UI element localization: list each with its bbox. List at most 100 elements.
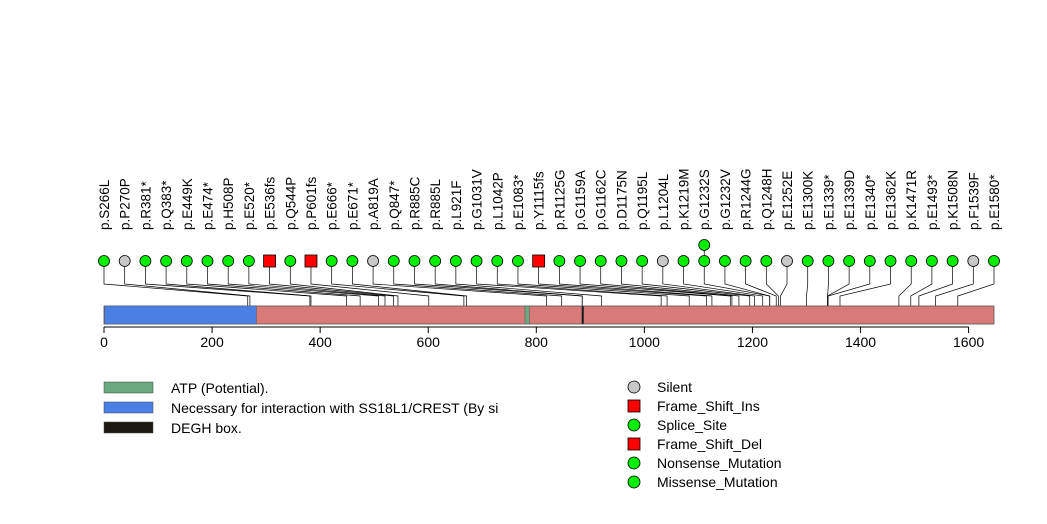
mutation-label: p.E1300K <box>801 171 816 230</box>
mutation-label: p.H508P <box>221 177 236 230</box>
mutation-marker-circle <box>884 255 897 267</box>
mutation-marker-circle <box>594 255 607 267</box>
mutation-label: p.K1471R <box>904 170 919 230</box>
mutation-label: p.K1219M <box>677 168 692 230</box>
domain-legend-label: Necessary for interaction with SS18L1/CR… <box>171 400 498 416</box>
mutation-connector <box>827 261 850 306</box>
mutation-marker-circle <box>781 255 793 267</box>
mutation-label: p.E1339D <box>842 170 857 230</box>
mutation-label: p.E671* <box>345 181 360 230</box>
mutation-marker-square <box>532 254 546 268</box>
mutation-marker-circle <box>988 255 1000 267</box>
mutation-marker-circle <box>512 255 524 267</box>
mutation-marker-square <box>304 254 318 268</box>
protein-bar <box>103 305 995 325</box>
mutation-connector <box>207 261 361 306</box>
mutation-label: p.R885L <box>428 178 443 230</box>
mutation-label: p.G1232S <box>697 169 712 230</box>
mutation-marker-circle <box>698 239 711 251</box>
mutation-marker-circle <box>760 255 773 267</box>
mutation-connector <box>538 261 707 306</box>
mutation-marker-circle <box>139 255 152 267</box>
mutation-connector <box>269 261 394 306</box>
mutation-label: p.P270P <box>118 178 133 230</box>
connector-lines <box>103 261 995 306</box>
mutation-label: p.G1031V <box>470 169 485 230</box>
axis-tick-label: 1000 <box>629 334 660 350</box>
mutation-label: p.E474* <box>200 181 215 230</box>
mutation-connector <box>352 261 467 306</box>
mutation-marker-circle <box>967 255 980 267</box>
mutation-marker-circle <box>429 255 442 267</box>
mutation-connector <box>621 261 740 306</box>
mutation-marker-circle <box>201 255 214 267</box>
mutation-label: p.A819A <box>366 178 381 230</box>
mutation-marker-circle <box>367 255 379 267</box>
mutation-label: p.E666* <box>325 181 340 230</box>
mutation-connector <box>476 261 662 306</box>
mutation-marker-square <box>263 254 276 268</box>
axis-tick-label: 1600 <box>953 334 984 350</box>
mutation-marker-circle <box>553 255 566 267</box>
mutation-marker-circle <box>449 255 462 267</box>
mutation-connector <box>103 261 249 306</box>
mutation-connector <box>289 261 399 306</box>
mutation-marker-circle <box>408 255 421 267</box>
domain-legend: ATP (Potential). Necessary for interactio… <box>103 380 498 436</box>
mutation-label: p.E536fs <box>263 176 278 230</box>
mutation-label: p.Q1195L <box>635 171 650 230</box>
protein-backbone <box>103 305 995 325</box>
axis-tick-label: 0 <box>100 334 108 350</box>
mutation-marker-circle <box>636 255 649 267</box>
mutation-connector <box>496 261 668 306</box>
mutation-connector <box>898 261 912 306</box>
mutation-label: p.L921F <box>449 180 464 230</box>
type-legend-label: Nonsense_Mutation <box>657 455 782 471</box>
mutation-label: p.E1083* <box>511 174 526 230</box>
mutation-marker-circle <box>491 255 504 267</box>
mutation-connector <box>600 261 733 306</box>
type-legend-circle <box>627 456 641 470</box>
axis-tick-label: 400 <box>308 334 332 350</box>
mutation-marker-circle <box>470 255 483 267</box>
mutation-marker-circle <box>863 255 876 267</box>
type-legend-label: Frame_Shift_Del <box>657 436 762 452</box>
mutation-label: p.E1362K <box>884 171 899 230</box>
mutation-connector <box>662 261 755 306</box>
axis-tick-label: 1200 <box>737 334 768 350</box>
domain-legend-swatch <box>103 421 154 434</box>
axis-tick-label: 600 <box>417 334 441 350</box>
mutation-marker-circle <box>801 255 814 267</box>
domain-legend-label: ATP (Potential). <box>171 380 269 396</box>
mutation-label: p.E1580* <box>987 174 1002 230</box>
mutation-connector <box>124 261 251 306</box>
mutation-marker-circle <box>98 255 110 267</box>
mutation-marker-circle <box>574 255 586 267</box>
mutation-marker-circle <box>822 255 835 267</box>
type-legend-circle <box>627 418 641 432</box>
mutation-label: p.Q847* <box>387 180 402 230</box>
type-legend-label: Silent <box>657 379 692 395</box>
mutation-connector <box>827 261 871 306</box>
mutation-label: p.E1493* <box>925 174 940 230</box>
mutation-marker-circle <box>677 255 690 267</box>
mutation-connector <box>724 261 771 306</box>
mutation-connector <box>935 261 974 306</box>
mutation-connector <box>558 261 713 306</box>
domain-legend-swatch <box>103 401 154 414</box>
mutation-marker-circle <box>346 255 359 267</box>
mutation-marker-circle <box>160 255 172 267</box>
mutation-labels: p.S266L p.P270P p.R381* p.Q383* p.E449K p.E47… <box>97 168 1002 230</box>
mutation-label: p.E520* <box>242 181 257 230</box>
mutation-marker-circle <box>284 255 297 267</box>
mutation-connector <box>434 261 583 306</box>
mutation-marker-circle <box>926 255 938 267</box>
mutation-marker-circle <box>242 255 255 267</box>
type-legend-label: Frame_Shift_Ins <box>657 398 760 414</box>
mutation-label: p.Q544P <box>283 177 298 230</box>
type-legend-circle <box>627 475 641 489</box>
mutation-connector <box>517 261 690 306</box>
mutation-label: p.G1159A <box>573 170 588 230</box>
mutation-connector <box>331 261 465 306</box>
